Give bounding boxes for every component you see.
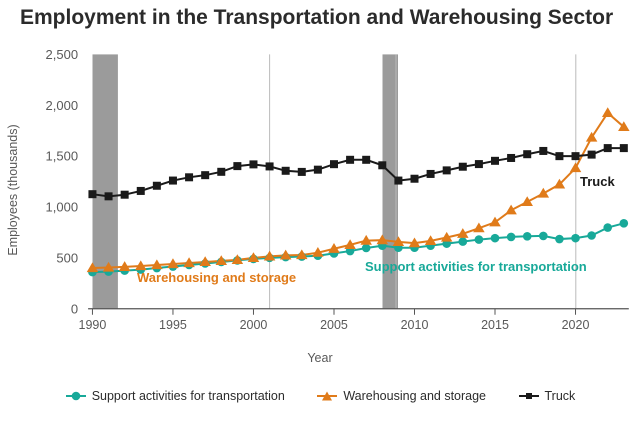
svg-text:2000: 2000 [240, 318, 268, 332]
svg-text:1,000: 1,000 [46, 200, 79, 215]
svg-text:2015: 2015 [481, 318, 509, 332]
svg-text:Support activities for transpo: Support activities for transportation [365, 259, 587, 274]
svg-text:Truck: Truck [580, 174, 615, 189]
svg-text:0: 0 [71, 301, 78, 316]
svg-text:500: 500 [56, 250, 78, 265]
svg-text:2005: 2005 [320, 318, 348, 332]
svg-text:2,500: 2,500 [46, 47, 79, 62]
svg-text:1990: 1990 [79, 318, 107, 332]
svg-text:2,000: 2,000 [46, 98, 79, 113]
svg-text:2020: 2020 [562, 318, 590, 332]
svg-text:Warehousing and storage: Warehousing and storage [137, 270, 296, 285]
svg-text:1995: 1995 [159, 318, 187, 332]
svg-text:1,500: 1,500 [46, 149, 79, 164]
svg-text:2010: 2010 [401, 318, 429, 332]
